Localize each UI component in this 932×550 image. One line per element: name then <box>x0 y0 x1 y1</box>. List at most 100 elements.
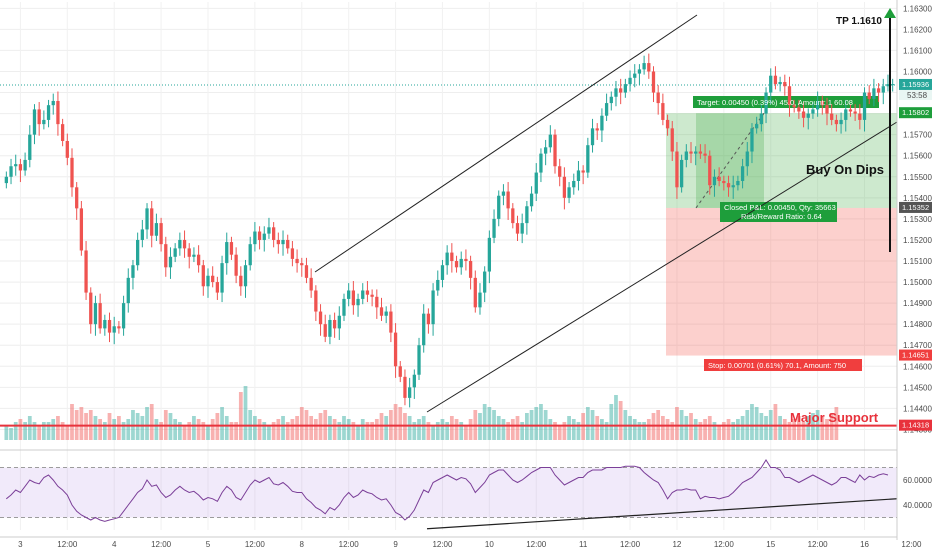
volume-bar <box>675 407 679 440</box>
candle-body <box>459 258 463 268</box>
candle-body <box>136 239 140 266</box>
closed-tag-bg <box>720 202 837 222</box>
candle-body <box>300 263 304 266</box>
volume-bar <box>328 416 332 440</box>
volume-bar <box>154 419 159 440</box>
candle-body <box>539 153 543 173</box>
candle-body <box>309 277 313 291</box>
volume-bar <box>370 422 374 440</box>
candle-body <box>464 258 468 262</box>
volume-bar <box>271 422 276 440</box>
candle-body <box>192 254 196 257</box>
volume-bar <box>295 416 299 440</box>
volume-bar <box>93 416 98 440</box>
candle-body <box>515 223 520 234</box>
candle-body <box>117 326 121 329</box>
candle-body <box>295 258 299 264</box>
candles <box>4 53 895 408</box>
candle-body <box>173 248 177 257</box>
price-tick-label: 1.15300 <box>903 215 932 224</box>
candle-body <box>731 185 735 188</box>
volume-bar <box>600 419 604 440</box>
candle-body <box>84 250 88 293</box>
candle-body <box>844 109 848 120</box>
candle-body <box>159 223 163 245</box>
candle-body <box>239 275 243 287</box>
volume-bar <box>27 416 32 440</box>
price-tick-label: 1.14800 <box>903 320 932 329</box>
candle-body <box>243 265 248 287</box>
candle-body <box>272 227 276 240</box>
candle-body <box>792 105 796 108</box>
profit-zone[interactable] <box>666 113 897 208</box>
candle-body <box>529 193 534 207</box>
candle-body <box>778 82 782 85</box>
price-axis[interactable]: 1.163001.162001.161001.160001.159001.158… <box>896 0 932 550</box>
volume-bar <box>684 416 689 440</box>
volume-bar <box>206 425 210 440</box>
volume-bar <box>229 422 234 440</box>
volume-bar <box>520 422 525 440</box>
candle-body <box>586 145 590 173</box>
volume-bar <box>628 416 632 440</box>
candle-body <box>332 319 337 329</box>
volume-bar <box>796 416 801 440</box>
volume-bar <box>515 416 520 440</box>
position-ratio-text: Risk/Reward Ratio: 0.64 <box>741 212 822 221</box>
candle-body <box>492 218 496 238</box>
candle-body <box>389 311 393 333</box>
time-tick-label: 12:00 <box>339 540 360 549</box>
candle-body <box>506 191 510 209</box>
volume-bar <box>187 422 192 440</box>
volume-bar <box>548 419 553 440</box>
volume-bar <box>792 419 797 440</box>
volume-bar <box>196 419 201 440</box>
candle-body <box>694 151 698 154</box>
volume-bar <box>646 419 651 440</box>
volume-bar <box>65 425 70 440</box>
volume-bar <box>834 407 839 440</box>
candle-body <box>178 239 182 249</box>
volume-bar <box>360 419 365 440</box>
trendlines[interactable] <box>314 8 898 413</box>
position-box[interactable] <box>666 96 897 371</box>
volume-bar <box>632 419 637 440</box>
candle-body <box>764 92 768 114</box>
loss-zone[interactable] <box>666 207 897 356</box>
candle-body <box>543 147 548 154</box>
candle-body <box>426 313 431 325</box>
volume-bar <box>637 422 642 440</box>
candle-body <box>891 84 895 86</box>
volume-bar <box>253 416 257 440</box>
volume-bar <box>121 422 126 440</box>
annotations: TP 1.1610 Buy On Dips Major Support Targ… <box>697 16 884 425</box>
volume-bar <box>595 416 600 440</box>
volume-bar <box>431 425 435 440</box>
candle-body <box>70 157 74 188</box>
volume-bar <box>496 416 501 440</box>
candle-body <box>750 128 754 152</box>
channel-upper-line[interactable] <box>314 14 698 273</box>
channel-lower-line[interactable] <box>426 121 898 413</box>
candle-body <box>89 292 93 325</box>
candle-body <box>726 183 731 188</box>
candle-body <box>112 326 116 333</box>
volume-bar <box>140 416 145 440</box>
price-tick-label: 1.16200 <box>903 25 932 34</box>
candle-body <box>412 374 416 388</box>
candle-body <box>534 172 538 194</box>
volume-bar <box>56 416 60 440</box>
volume-bar <box>609 404 614 440</box>
level-tag-label: 1.15802 <box>902 108 929 117</box>
candle-body <box>375 296 379 308</box>
candle-body <box>820 100 824 106</box>
volume-bar <box>384 416 389 440</box>
volume-bar <box>585 407 590 440</box>
time-axis[interactable]: 3 12:00 4 12:00 5 12:00 8 12:00 9 12:00 10 12:00 11 1… <box>0 536 922 549</box>
candle-body <box>215 282 220 293</box>
volume-bar <box>46 422 51 440</box>
candle-body <box>712 176 717 186</box>
volume-bar <box>740 416 745 440</box>
